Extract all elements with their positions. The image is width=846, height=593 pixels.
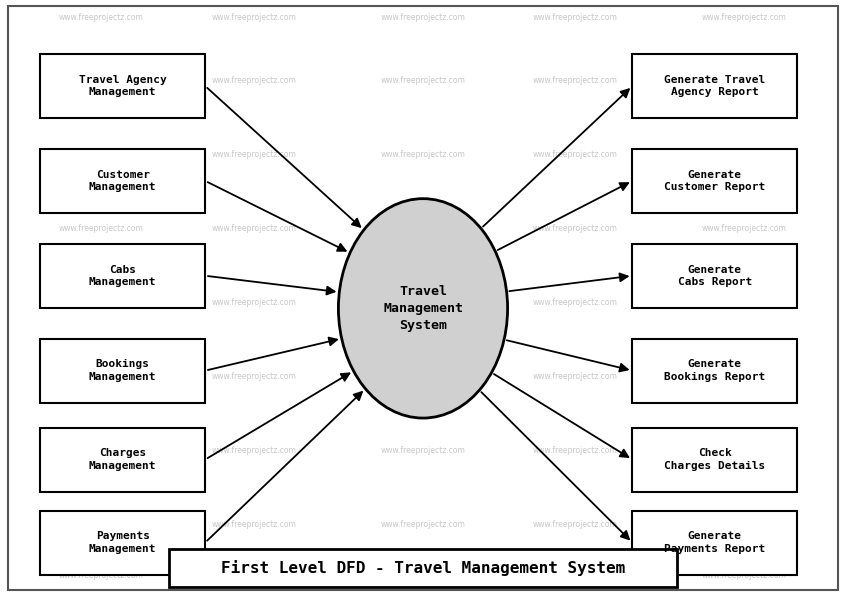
Text: Customer
Management: Customer Management: [89, 170, 157, 192]
Text: Generate
Cabs Report: Generate Cabs Report: [678, 264, 752, 287]
FancyBboxPatch shape: [40, 511, 205, 575]
Text: Generate
Customer Report: Generate Customer Report: [664, 170, 766, 192]
Text: www.freeprojectz.com: www.freeprojectz.com: [212, 224, 296, 233]
Text: www.freeprojectz.com: www.freeprojectz.com: [533, 298, 618, 307]
Text: www.freeprojectz.com: www.freeprojectz.com: [381, 298, 465, 307]
FancyBboxPatch shape: [632, 339, 797, 403]
Text: www.freeprojectz.com: www.freeprojectz.com: [533, 149, 618, 159]
Text: Travel Agency
Management: Travel Agency Management: [79, 75, 167, 97]
Text: Cabs
Management: Cabs Management: [89, 264, 157, 287]
Text: www.freeprojectz.com: www.freeprojectz.com: [533, 224, 618, 233]
Text: www.freeprojectz.com: www.freeprojectz.com: [59, 520, 144, 530]
Text: www.freeprojectz.com: www.freeprojectz.com: [702, 149, 787, 159]
Text: www.freeprojectz.com: www.freeprojectz.com: [533, 520, 618, 530]
Text: www.freeprojectz.com: www.freeprojectz.com: [533, 75, 618, 85]
Text: www.freeprojectz.com: www.freeprojectz.com: [59, 298, 144, 307]
Ellipse shape: [338, 199, 508, 418]
FancyBboxPatch shape: [632, 511, 797, 575]
Text: www.freeprojectz.com: www.freeprojectz.com: [533, 446, 618, 455]
Text: www.freeprojectz.com: www.freeprojectz.com: [381, 372, 465, 381]
Text: www.freeprojectz.com: www.freeprojectz.com: [381, 570, 465, 580]
Text: www.freeprojectz.com: www.freeprojectz.com: [702, 372, 787, 381]
Text: www.freeprojectz.com: www.freeprojectz.com: [702, 520, 787, 530]
Text: www.freeprojectz.com: www.freeprojectz.com: [381, 13, 465, 23]
Text: Generate
Payments Report: Generate Payments Report: [664, 531, 766, 554]
FancyBboxPatch shape: [632, 54, 797, 118]
Text: www.freeprojectz.com: www.freeprojectz.com: [212, 75, 296, 85]
Text: Generate Travel
Agency Report: Generate Travel Agency Report: [664, 75, 766, 97]
Text: www.freeprojectz.com: www.freeprojectz.com: [59, 570, 144, 580]
Text: www.freeprojectz.com: www.freeprojectz.com: [212, 298, 296, 307]
Text: Travel
Management
System: Travel Management System: [383, 285, 463, 332]
Text: www.freeprojectz.com: www.freeprojectz.com: [212, 13, 296, 23]
Text: www.freeprojectz.com: www.freeprojectz.com: [381, 75, 465, 85]
FancyBboxPatch shape: [632, 428, 797, 492]
Text: www.freeprojectz.com: www.freeprojectz.com: [59, 372, 144, 381]
Text: www.freeprojectz.com: www.freeprojectz.com: [59, 149, 144, 159]
Text: Bookings
Management: Bookings Management: [89, 359, 157, 382]
Text: First Level DFD - Travel Management System: First Level DFD - Travel Management Syst…: [221, 560, 625, 576]
Text: www.freeprojectz.com: www.freeprojectz.com: [59, 446, 144, 455]
Text: www.freeprojectz.com: www.freeprojectz.com: [212, 446, 296, 455]
Text: www.freeprojectz.com: www.freeprojectz.com: [702, 298, 787, 307]
FancyBboxPatch shape: [632, 149, 797, 213]
Text: www.freeprojectz.com: www.freeprojectz.com: [533, 372, 618, 381]
Text: Check
Charges Details: Check Charges Details: [664, 448, 766, 471]
Text: www.freeprojectz.com: www.freeprojectz.com: [381, 149, 465, 159]
Text: www.freeprojectz.com: www.freeprojectz.com: [702, 75, 787, 85]
Text: www.freeprojectz.com: www.freeprojectz.com: [702, 570, 787, 580]
Text: www.freeprojectz.com: www.freeprojectz.com: [212, 570, 296, 580]
FancyBboxPatch shape: [40, 149, 205, 213]
Text: www.freeprojectz.com: www.freeprojectz.com: [381, 224, 465, 233]
Text: Generate
Bookings Report: Generate Bookings Report: [664, 359, 766, 382]
FancyBboxPatch shape: [169, 549, 677, 587]
FancyBboxPatch shape: [40, 244, 205, 308]
Text: www.freeprojectz.com: www.freeprojectz.com: [212, 372, 296, 381]
Text: www.freeprojectz.com: www.freeprojectz.com: [212, 520, 296, 530]
Text: www.freeprojectz.com: www.freeprojectz.com: [59, 75, 144, 85]
Text: Payments
Management: Payments Management: [89, 531, 157, 554]
Text: Charges
Management: Charges Management: [89, 448, 157, 471]
Text: www.freeprojectz.com: www.freeprojectz.com: [212, 149, 296, 159]
FancyBboxPatch shape: [40, 428, 205, 492]
Text: www.freeprojectz.com: www.freeprojectz.com: [702, 224, 787, 233]
Text: www.freeprojectz.com: www.freeprojectz.com: [381, 520, 465, 530]
FancyBboxPatch shape: [40, 339, 205, 403]
Text: www.freeprojectz.com: www.freeprojectz.com: [533, 570, 618, 580]
Text: www.freeprojectz.com: www.freeprojectz.com: [59, 13, 144, 23]
FancyBboxPatch shape: [632, 244, 797, 308]
Text: www.freeprojectz.com: www.freeprojectz.com: [381, 446, 465, 455]
Text: www.freeprojectz.com: www.freeprojectz.com: [702, 446, 787, 455]
FancyBboxPatch shape: [40, 54, 205, 118]
Text: www.freeprojectz.com: www.freeprojectz.com: [702, 13, 787, 23]
Text: www.freeprojectz.com: www.freeprojectz.com: [59, 224, 144, 233]
Text: www.freeprojectz.com: www.freeprojectz.com: [533, 13, 618, 23]
